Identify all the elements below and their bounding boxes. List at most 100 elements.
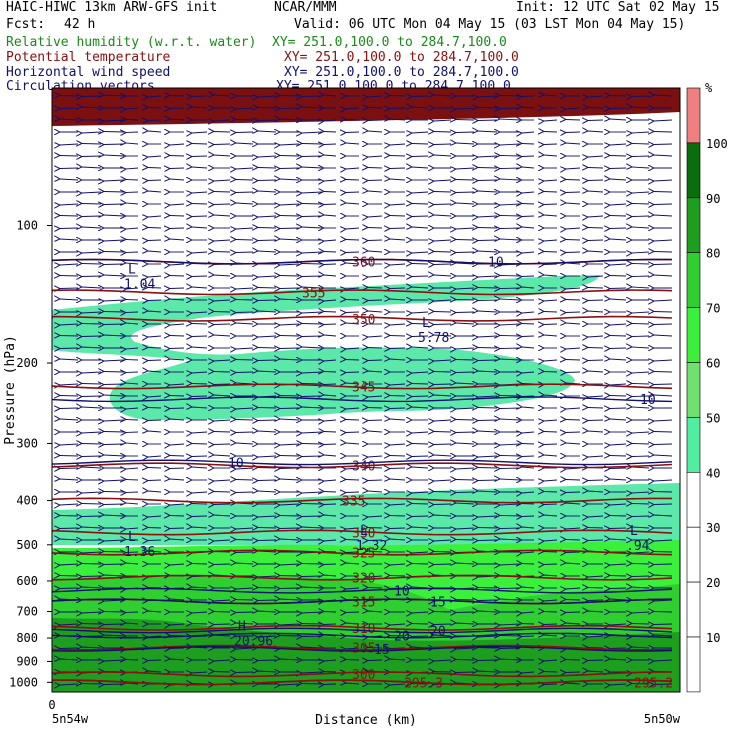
wind-vector-1225 (522, 612, 535, 613)
colorbar-swatch-1 (686, 142, 701, 199)
wind-vector-260 (236, 203, 254, 204)
wind-vector-125 (346, 143, 360, 144)
wind-vector-994 (368, 516, 383, 517)
wind-vector-957 (170, 504, 185, 505)
wind-vector-34 (192, 107, 208, 108)
colorbar: 100 90 80 70 60 50 40 30 20 10 (686, 87, 728, 693)
wind-vector-300 (500, 216, 521, 217)
wind-vector-861 (522, 456, 535, 457)
wind-vector-785 (82, 432, 102, 433)
wind-vector-56 (60, 119, 79, 120)
wind-vector-361 (610, 239, 627, 240)
wind-vector-135 (566, 143, 581, 144)
wind-vector-847 (214, 455, 231, 456)
wind-vector-476 (60, 299, 79, 300)
wind-vector-1350 (192, 672, 208, 673)
wind-vector-608 (500, 348, 521, 349)
wind-label-0: 10 (488, 256, 504, 271)
wind-vector-490 (368, 300, 383, 301)
wind-vector-790 (192, 432, 208, 433)
wind-vector-763 (214, 420, 231, 421)
wind-vector-672 (60, 384, 79, 385)
wind-vector-999 (478, 516, 498, 517)
wind-vector-1234 (104, 624, 125, 625)
wind-vector-992 (324, 515, 337, 516)
wind-vector-108 (588, 131, 604, 132)
wind-vector-348 (324, 240, 337, 241)
wind-vector-181 (346, 168, 360, 169)
wind-vector-773 (434, 420, 452, 421)
wind-vector-1308 (500, 648, 521, 649)
wind-vector-1022 (368, 528, 383, 529)
wind-vector-584 (588, 336, 604, 337)
wind-vector-368 (148, 251, 162, 252)
wind-vector-42 (368, 108, 383, 109)
wind-vector-807 (566, 432, 581, 433)
wind-vector-440 (500, 276, 521, 277)
y-tick-label-100: 100 (16, 219, 38, 233)
wind-vector-236 (324, 192, 337, 193)
wind-vector-770 (368, 420, 383, 421)
wind-vector-351 (390, 239, 406, 240)
wind-vector-906 (280, 479, 300, 480)
wind-vector-1198 (544, 600, 558, 601)
wind-vector-467 (478, 288, 498, 289)
wind-vector-343 (214, 240, 231, 241)
wind-vector-1385 (346, 683, 360, 684)
wind-vector-321 (346, 228, 360, 229)
wind-vector-1033 (610, 528, 627, 529)
wind-vector-425 (170, 276, 185, 277)
wind-vector-259 (214, 204, 231, 205)
wind-vector-141 (82, 156, 102, 157)
wind-vector-353 (434, 240, 452, 241)
wind-vector-1271 (302, 636, 323, 637)
theta-label-2: 350 (352, 313, 375, 328)
theta-label-10: 310 (352, 622, 375, 637)
wind-vector-538 (192, 324, 208, 325)
wind-vector-802 (456, 432, 475, 433)
wind-vector-707 (214, 395, 231, 396)
wind-vector-200 (148, 180, 162, 181)
wind-vector-726 (632, 396, 650, 397)
wind-vector-221 (610, 179, 627, 180)
wind-vector-1113 (522, 564, 535, 565)
wind-vector-88 (148, 131, 162, 132)
wind-vector-1222 (456, 612, 475, 613)
theta-line-14 (52, 679, 673, 686)
wind-vector-926 (104, 492, 125, 493)
wind-vector-980 (60, 516, 79, 517)
wind-vector-275 (566, 203, 581, 204)
wind-vector-1023 (390, 528, 406, 529)
wind-vector-240 (412, 192, 429, 193)
wind-vector-665 (522, 372, 535, 373)
wind-vector-301 (522, 216, 535, 217)
wind-vector-1223 (478, 611, 498, 612)
wind-line-1 (52, 396, 673, 403)
wind-vector-766 (280, 419, 300, 420)
wind-vector-1036 (60, 539, 79, 540)
wind-vector-677 (170, 384, 185, 385)
wind-vector-700 (60, 396, 79, 397)
wind-vector-38 (280, 108, 300, 109)
plot-frame (51, 87, 681, 693)
wind-vector-49 (522, 107, 535, 108)
wind-vector-1326 (280, 659, 300, 660)
wind-vector-734 (192, 407, 208, 408)
wind-vector-269 (434, 204, 452, 205)
wind-vector-306 (632, 216, 650, 217)
wind-vector-281 (82, 216, 102, 217)
wind-vector-1168 (500, 588, 521, 589)
wind-vector-854 (368, 456, 383, 457)
wind-vector-1012 (148, 528, 162, 529)
wind-vector-15 (390, 96, 406, 97)
theta-label-7: 325 (352, 547, 375, 562)
wind-vector-1303 (390, 648, 406, 649)
legend-wind-name: Horizontal wind speed (6, 65, 171, 80)
wind-vector-1130 (280, 576, 300, 577)
wind-vector-613 (610, 348, 627, 349)
wind-vector-452 (148, 288, 162, 289)
x-end-label-end: 5n50w (644, 712, 681, 726)
wind-vector-1172 (588, 588, 604, 589)
forecast-hour: 42 h (64, 17, 96, 32)
wind-vector-137 (610, 144, 627, 145)
